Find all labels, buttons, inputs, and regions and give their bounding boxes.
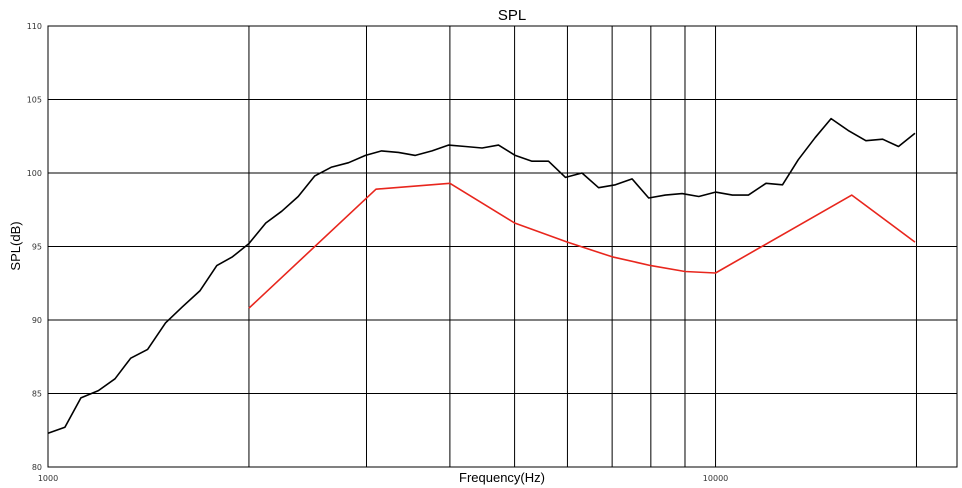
series-line-2 [248, 182, 916, 309]
x-tick-labels: 1000 10000 [38, 474, 728, 483]
chart-title: SPL [498, 7, 526, 24]
y-tick-labels: 80 85 90 95 100 105 110 [27, 22, 42, 472]
y-tick-label: 80 [32, 463, 42, 472]
plot-frame [47, 25, 958, 468]
grid [48, 26, 957, 467]
y-tick-label: 90 [32, 316, 42, 325]
x-tick-label: 1000 [38, 474, 58, 483]
y-tick-label: 95 [32, 243, 42, 252]
y-tick-label: 105 [27, 96, 42, 105]
y-tick-label: 110 [27, 22, 42, 31]
series-layer [47, 117, 916, 434]
x-axis-label: Frequency(Hz) [459, 470, 545, 485]
x-tick-label: 10000 [703, 474, 728, 483]
series-line-1 [47, 117, 916, 434]
y-axis-label: SPL(dB) [8, 221, 23, 270]
y-tick-label: 85 [32, 390, 42, 399]
y-tick-label: 100 [27, 169, 42, 178]
